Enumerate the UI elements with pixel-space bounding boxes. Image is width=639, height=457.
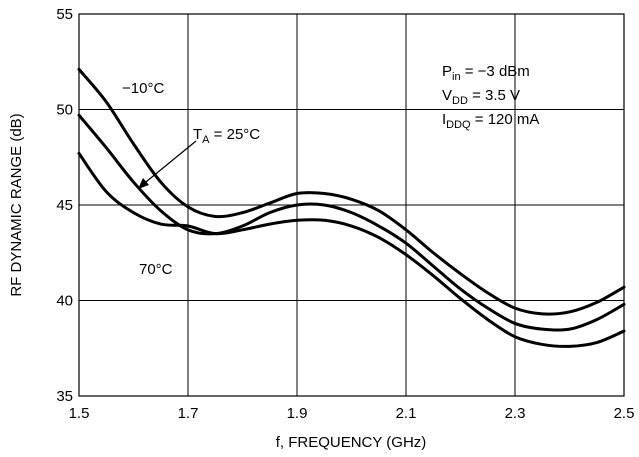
curve-label-25: TA = 25°C (193, 126, 260, 146)
curve-label-25-t: T (193, 126, 202, 143)
y-tick-label: 45 (56, 197, 73, 214)
condition-pin-main: P (442, 63, 452, 80)
condition-pin-value: = −3 dBm (461, 63, 530, 80)
condition-pin-sub: in (452, 71, 461, 83)
condition-vdd: VDD = 3.5 V (442, 87, 520, 107)
curve-label-minus10: −10°C (122, 80, 164, 97)
condition-iddq-value: = 120 mA (471, 111, 540, 128)
y-tick-label: 35 (56, 388, 73, 405)
condition-vdd-main: V (442, 87, 452, 104)
y-tick-label: 40 (56, 293, 73, 310)
series-line-25 (77, 113, 626, 332)
condition-iddq-sub: DDQ (446, 119, 471, 131)
x-tick-label: 2.1 (396, 405, 417, 422)
x-tick-label: 1.9 (287, 405, 308, 422)
x-axis-label: f, FREQUENCY (GHz) (276, 434, 427, 451)
curve-label-70: 70°C (139, 261, 173, 278)
y-axis-label: RF DYNAMIC RANGE (dB) (8, 113, 25, 296)
condition-vdd-sub: DD (452, 95, 468, 107)
series-group (77, 67, 626, 348)
x-tick-label: 2.3 (505, 405, 526, 422)
curve-label-25-sub: A (202, 134, 210, 146)
y-tick-label: 50 (56, 102, 73, 119)
condition-pin: Pin = −3 dBm (442, 63, 530, 83)
x-tick-label: 1.7 (178, 405, 199, 422)
condition-iddq: IDDQ = 120 mA (442, 111, 539, 131)
condition-vdd-value: = 3.5 V (468, 87, 520, 104)
curve-label-25-arrowhead (138, 178, 149, 189)
y-tick-label: 55 (56, 6, 73, 23)
series-line-70 (77, 151, 626, 348)
x-tick-labels: 1.5 1.7 1.9 2.1 2.3 2.5 (69, 405, 635, 422)
condition-iddq-main: I (442, 111, 446, 128)
curve-label-25-arrow (140, 140, 197, 187)
x-tick-label: 2.5 (614, 405, 635, 422)
curve-label-25-value: = 25°C (210, 126, 261, 143)
grid (79, 14, 624, 396)
x-tick-label: 1.5 (69, 405, 90, 422)
y-tick-labels: 35 40 45 50 55 (56, 6, 73, 405)
series-line-minus10 (77, 67, 626, 316)
